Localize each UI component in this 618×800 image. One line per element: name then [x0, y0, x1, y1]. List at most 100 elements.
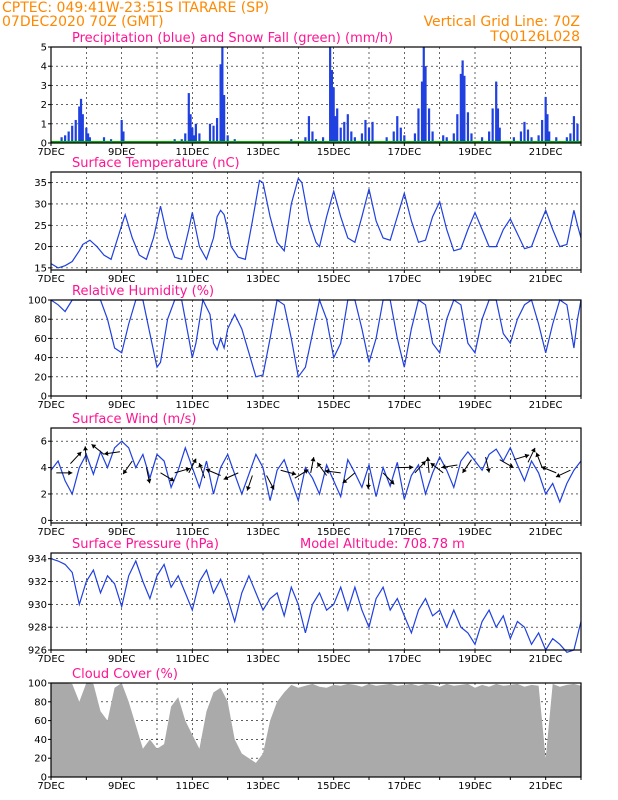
wind-arrow-head: [324, 468, 330, 474]
y-tick-label: 40: [34, 735, 47, 746]
x-tick-label: 9DEC: [108, 781, 135, 792]
precip-bar: [569, 133, 572, 143]
x-tick-label: 11DEC: [175, 400, 209, 411]
cloud-cover-area: [51, 683, 581, 777]
precip-bar: [212, 125, 215, 143]
wind-arrow-head: [541, 466, 547, 471]
precip-bar: [191, 127, 194, 143]
x-tick-label: 7DEC: [37, 274, 64, 285]
x-tick-label: 19DEC: [458, 527, 492, 538]
precip-bar: [456, 114, 459, 143]
panel-title: Surface Wind (m/s): [72, 412, 196, 427]
precip-bar: [223, 95, 226, 143]
precip-bar: [122, 131, 125, 143]
panel-frame: [50, 299, 582, 397]
x-tick-label: 17DEC: [387, 400, 421, 411]
wind-arrow-head: [342, 478, 348, 484]
y-tick-label: 934: [28, 554, 47, 565]
precip-bar: [488, 131, 491, 143]
panel-frame: [50, 171, 582, 271]
precip-bar: [332, 87, 335, 143]
x-tick-label: 11DEC: [175, 147, 209, 158]
precip-bar: [519, 131, 523, 143]
precip-bar: [64, 135, 67, 143]
wind-arrow-head: [76, 451, 82, 457]
y-tick-label: 60: [34, 334, 47, 345]
precip-bar: [184, 133, 187, 143]
x-tick-label: 7DEC: [37, 147, 64, 158]
precip-bar: [208, 123, 212, 143]
header-station: CPTEC: 049:41W-23:51S ITARARE (SP): [2, 0, 269, 16]
precip-bar: [572, 116, 576, 143]
y-tick-label: 932: [28, 577, 47, 588]
precip-bar: [321, 137, 325, 143]
precip-bar: [78, 106, 81, 143]
x-tick-label: 11DEC: [175, 274, 209, 285]
x-tick-label: 9DEC: [108, 400, 135, 411]
wind-arrow-head: [146, 478, 152, 484]
x-tick-label: 7DEC: [37, 781, 64, 792]
panel-3: 0 20 40 60 80 100 7DEC 9DEC 11DEC 13DEC 15DEC 17DEC…: [28, 284, 582, 411]
precip-bar: [459, 73, 462, 143]
y-tick-label: 25: [34, 221, 47, 232]
x-tick-label: 19DEC: [458, 654, 492, 665]
wind-arrow-head: [269, 484, 275, 490]
x-tick-label: 9DEC: [108, 527, 135, 538]
x-tick-label: 21DEC: [529, 274, 563, 285]
y-tick-label: 6: [41, 437, 47, 448]
y-tick-label: 930: [28, 600, 47, 611]
precip-bar: [442, 135, 445, 143]
precip-bar: [427, 108, 431, 143]
x-tick-label: 15DEC: [317, 400, 351, 411]
wind-arrow-head: [508, 463, 514, 468]
precip-bar: [353, 137, 356, 143]
wind-arrow-head: [485, 468, 491, 473]
precip-bar: [219, 64, 222, 143]
x-tick-label: 9DEC: [108, 654, 135, 665]
precip-bar: [102, 137, 106, 143]
precip-bar: [445, 137, 448, 143]
y-tick-label: 20: [34, 242, 47, 253]
x-tick-label: 15DEC: [317, 527, 351, 538]
y-tick-label: 100: [28, 296, 47, 307]
precip-bar: [221, 47, 224, 143]
precip-bar: [88, 137, 91, 143]
panel-title: Cloud Cover (%): [72, 667, 178, 682]
panel-title: Relative Humidity (%): [72, 284, 214, 299]
precip-bar: [311, 131, 314, 143]
precip-bar: [330, 70, 333, 143]
panel-title: Surface Temperature (nC): [72, 156, 240, 171]
y-tick-label: 5: [41, 43, 47, 54]
precip-bar: [226, 135, 229, 143]
x-tick-label: 9DEC: [108, 147, 135, 158]
x-tick-label: 19DEC: [458, 400, 492, 411]
wind-arrow-head: [246, 486, 251, 491]
precip-bar: [399, 127, 402, 143]
precip-bar: [496, 108, 500, 143]
header-grid-line: Vertical Grid Line: 70Z: [424, 14, 580, 30]
precip-bar: [60, 137, 63, 143]
precip-bar: [466, 112, 470, 143]
wind-arrow-head: [462, 468, 467, 473]
x-tick-label: 19DEC: [458, 147, 492, 158]
precip-bar: [371, 121, 374, 143]
y-tick-label: 926: [28, 646, 47, 657]
precip-bar: [565, 137, 568, 143]
precip-bar: [491, 108, 494, 143]
wind-arrow-head: [198, 463, 203, 468]
wind-arrow-head: [430, 463, 436, 468]
y-tick-label: 20: [34, 754, 47, 765]
wind-arrow-head: [389, 479, 395, 485]
wind-arrow-head: [409, 464, 414, 470]
panel-1: 0 1 2 3 4 5 7DEC 9DEC 11DEC 13DEC 15DEC 17DEC 19DEC 2…: [37, 31, 582, 158]
precip-bar: [422, 47, 425, 143]
x-tick-label: 17DEC: [387, 654, 421, 665]
wind-arrow-head: [104, 450, 109, 456]
x-tick-label: 19DEC: [458, 781, 492, 792]
precip-bar: [304, 137, 307, 143]
precip-bar: [463, 75, 466, 143]
wind-arrow-head: [425, 456, 431, 462]
panel-4: 0 2 4 6 7DEC 9DEC 11DEC 13DEC 15DEC 17DEC 19DEC 21D…: [37, 412, 582, 538]
x-tick-label: 11DEC: [175, 527, 209, 538]
precip-bar: [364, 119, 367, 143]
